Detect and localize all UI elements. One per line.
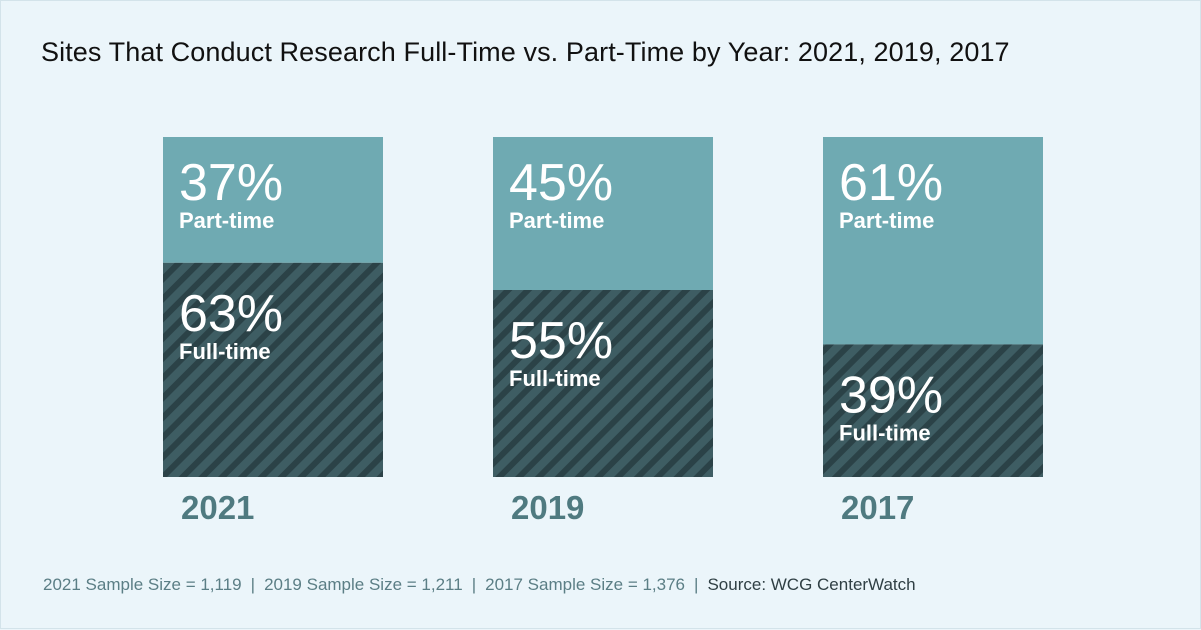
bar-segment-full-time <box>823 344 1043 477</box>
series-label-full-time: Full-time <box>839 420 931 445</box>
bar-segment-part-time <box>823 137 1043 345</box>
data-label-part-time: 45% <box>509 154 613 212</box>
data-label-full-time: 63% <box>179 285 283 343</box>
data-label-part-time: 61% <box>839 154 943 212</box>
sample-size-2019: 2019 Sample Size = 1,211 <box>264 575 463 594</box>
bars-group: 37%Part-time63%Full-time202145%Part-time… <box>163 137 1043 526</box>
category-label-year: 2021 <box>181 489 254 526</box>
source-label: Source: WCG CenterWatch <box>707 575 916 594</box>
series-label-part-time: Part-time <box>509 208 604 233</box>
category-label-year: 2019 <box>511 489 584 526</box>
footer-separator: | <box>694 575 699 594</box>
series-label-part-time: Part-time <box>179 208 274 233</box>
data-label-part-time: 37% <box>179 154 283 212</box>
footer-separator: | <box>471 575 477 594</box>
bar-segment-part-time <box>163 137 383 263</box>
bar-segment-full-time <box>493 290 713 477</box>
footer-notes: 2021 Sample Size = 1,119 | 2019 Sample Siz… <box>43 575 916 595</box>
category-label-year: 2017 <box>841 489 914 526</box>
series-label-part-time: Part-time <box>839 208 934 233</box>
sample-size-2021: 2021 Sample Size = 1,119 <box>43 575 242 594</box>
bar-segment-part-time <box>493 137 713 290</box>
chart-title: Sites That Conduct Research Full-Time vs… <box>41 37 1010 67</box>
data-label-full-time: 39% <box>839 366 943 424</box>
footer-separator: | <box>250 575 256 594</box>
series-label-full-time: Full-time <box>509 366 601 391</box>
sample-size-2017: 2017 Sample Size = 1,376 <box>485 575 686 594</box>
bar-segment-full-time <box>163 262 383 477</box>
data-label-full-time: 55% <box>509 312 613 370</box>
series-label-full-time: Full-time <box>179 339 271 364</box>
